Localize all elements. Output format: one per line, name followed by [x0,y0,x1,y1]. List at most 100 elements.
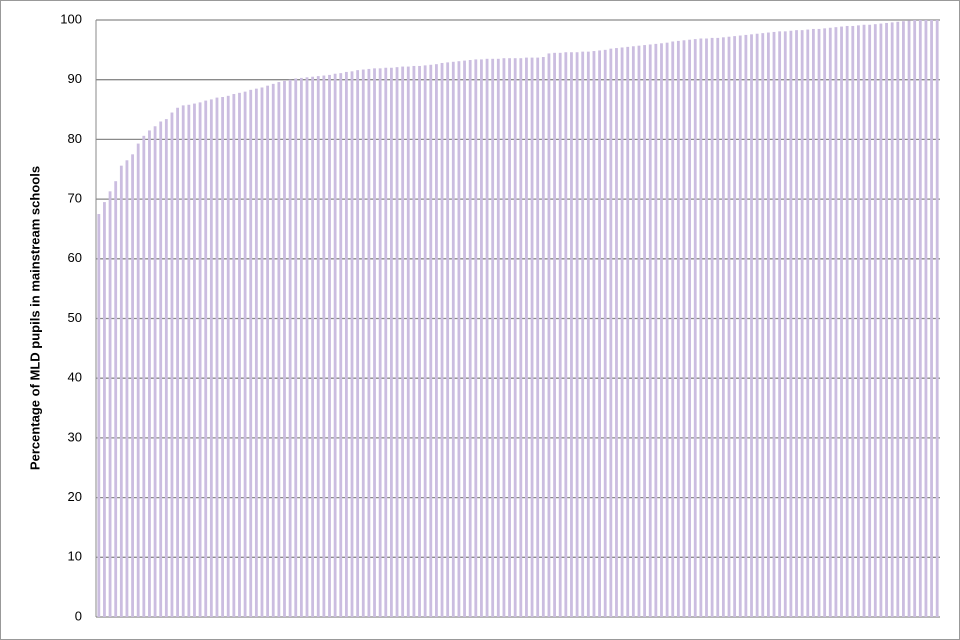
bar [311,76,315,618]
bar [170,112,174,617]
bar [744,34,748,618]
bar [260,87,264,617]
bar [558,52,562,617]
bar [676,40,680,617]
bar [575,52,579,618]
bar [361,69,365,617]
bar [761,33,765,618]
y-tick-label: 30 [68,429,82,444]
bar [457,61,461,618]
bar [671,41,675,617]
bar [136,143,140,618]
bar [581,51,585,618]
bar [620,47,624,618]
bar [451,61,455,618]
bar [626,46,630,618]
bar [772,31,776,617]
bar [389,67,393,617]
bar [468,59,472,617]
bar [840,26,843,617]
bar [322,75,326,617]
bar [423,65,427,617]
bar [800,30,804,618]
bar [873,24,877,617]
bar [789,30,793,618]
bar [885,22,888,618]
bar [586,51,590,618]
bar [406,66,410,618]
bar [862,24,866,617]
bar [474,59,478,618]
bar [440,62,444,617]
bar [491,58,495,618]
bar [907,20,911,618]
bar [890,22,894,617]
y-tick-label: 90 [68,71,82,86]
bar [328,74,331,617]
bar [553,52,556,617]
bar [682,40,686,618]
bar [277,82,281,617]
bar [857,25,860,618]
bar [97,214,101,617]
bar [631,46,635,617]
y-tick-label: 10 [68,549,82,564]
bar [693,39,697,617]
bar [249,89,253,617]
bar [924,20,928,617]
bar [598,50,601,617]
y-tick-label: 40 [68,370,82,385]
bar [570,52,573,618]
bar [778,31,782,617]
bar [654,43,658,617]
y-tick-label: 50 [68,310,82,325]
bar [496,58,500,618]
bar [913,20,917,617]
bar [688,39,692,618]
bar [108,191,112,618]
bar [193,103,196,617]
bar [148,130,151,617]
bar [373,68,376,618]
bar [164,119,168,618]
y-tick-label: 80 [68,131,82,146]
bar [902,21,905,618]
bar [238,92,241,618]
bar [508,58,511,617]
bar [159,121,163,618]
bar [615,48,618,617]
bar [828,27,832,618]
bar [412,65,416,618]
bar [930,20,933,617]
bar [131,154,134,617]
bar [125,160,129,618]
bar [766,32,770,618]
bar [710,37,714,618]
bar [716,37,720,618]
bar [896,21,900,617]
bar [795,30,798,618]
bar [525,57,528,617]
bar [851,25,855,618]
bar [609,48,613,617]
bar [817,28,821,617]
bar [142,135,146,617]
bar [299,77,303,617]
bar [592,51,596,617]
bar [733,36,737,617]
y-tick-label: 60 [68,250,82,265]
bar [378,68,382,618]
bar [834,27,838,617]
bar [935,20,939,617]
bar [316,76,320,618]
bar [811,28,815,617]
bar [181,105,185,617]
bar [266,85,270,618]
bar [648,44,652,618]
bar [530,57,534,617]
bar [344,71,348,617]
bar [727,36,731,617]
bar [480,59,483,618]
